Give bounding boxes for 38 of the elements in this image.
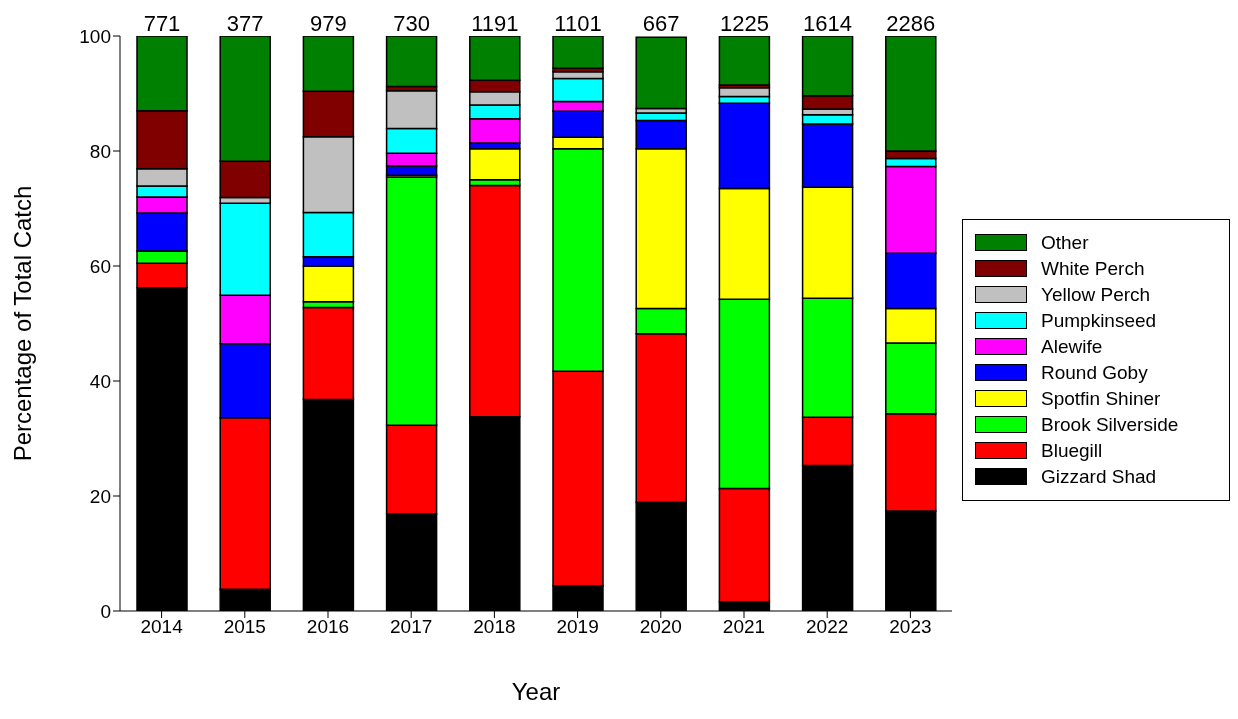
y-tick-label: 20: [89, 485, 111, 507]
y-axis-title: Percentage of Total Catch: [8, 185, 36, 462]
annotation: 2286: [886, 11, 936, 36]
x-tick-label: 2017: [390, 616, 433, 638]
legend-label: Spotfin Shiner: [1041, 387, 1161, 410]
x-tick-label: 2021: [722, 616, 766, 638]
x-axis-title: Year: [511, 678, 561, 706]
annotation: 771: [143, 11, 181, 36]
y-tick-label: 80: [89, 140, 111, 162]
legend-label: White Perch: [1041, 257, 1145, 280]
y-tick-label: 40: [89, 370, 111, 392]
annotation: 377: [226, 11, 264, 36]
legend-label: Brook Silverside: [1041, 413, 1179, 436]
legend-label: Other: [1041, 231, 1089, 254]
annotation: 979: [310, 11, 347, 36]
annotation: 1191: [471, 11, 519, 36]
annotation: 730: [393, 11, 430, 36]
x-tick-label: 2018: [473, 616, 516, 638]
x-tick-label: 2022: [806, 616, 849, 638]
x-tick-label: 2019: [556, 616, 599, 638]
x-tick-label: 2014: [140, 616, 184, 638]
legend-label: Bluegill: [1041, 439, 1103, 462]
x-tick-label: 2015: [223, 616, 266, 638]
legend-label: Round Goby: [1041, 361, 1148, 384]
legend-label: Yellow Perch: [1041, 283, 1151, 306]
x-tick-label: 2016: [306, 616, 350, 638]
y-tick-label: 60: [89, 255, 111, 277]
legend-label: Alewife: [1041, 335, 1103, 358]
annotation: 667: [642, 11, 680, 36]
annotation: 1101: [554, 11, 602, 36]
legend-label: Pumpkinseed: [1041, 309, 1157, 332]
x-tick-label: 2023: [889, 616, 932, 638]
annotation: 1614: [803, 11, 853, 36]
y-tick-label: 0: [100, 600, 111, 622]
y-tick-label: 100: [79, 25, 111, 47]
x-tick-label: 2020: [639, 616, 682, 638]
annotation: 1225: [719, 11, 769, 36]
legend-label: Gizzard Shad: [1041, 465, 1157, 488]
